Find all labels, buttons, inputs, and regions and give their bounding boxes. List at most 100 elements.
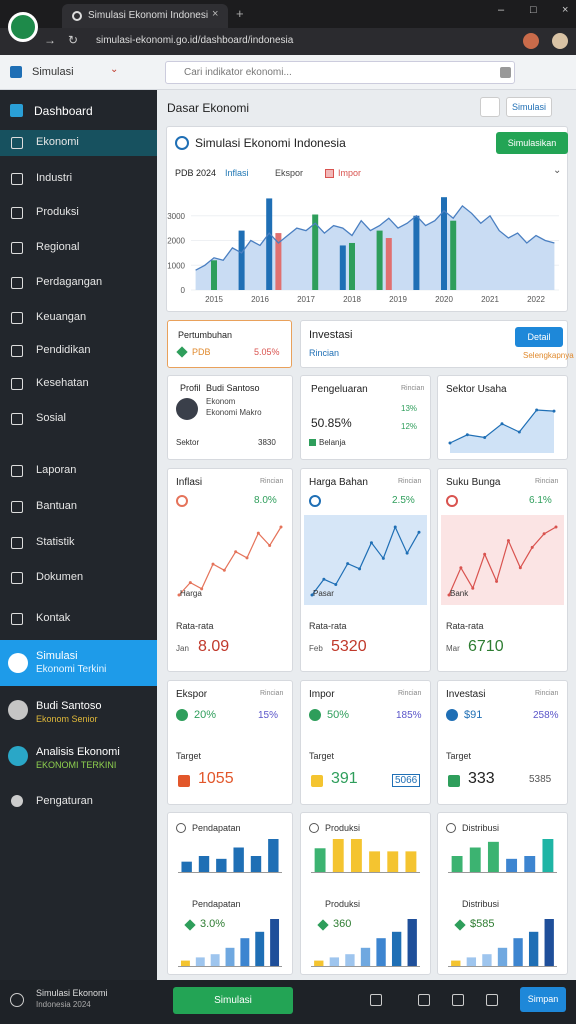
nav-item[interactable]: Pendidikan <box>36 344 91 356</box>
point <box>518 566 522 570</box>
bar <box>413 215 420 290</box>
point <box>417 530 421 534</box>
profile-avatar[interactable] <box>523 33 539 49</box>
point <box>177 593 181 597</box>
chart-expand[interactable]: ⌄ <box>553 165 562 176</box>
bar <box>332 839 344 873</box>
nav-item[interactable]: Kesehatan <box>36 377 89 389</box>
nav-icon <box>11 312 23 324</box>
investment-button[interactable]: Detail <box>515 327 563 347</box>
bar <box>180 960 190 967</box>
active-item <box>0 130 157 156</box>
x-tick-label: 2018 <box>343 295 361 304</box>
nav-item[interactable]: Dokumen <box>36 571 84 583</box>
indicator-tag: Rincian <box>535 478 559 485</box>
nav-button[interactable]: → <box>44 33 56 47</box>
brand[interactable]: Simulasi <box>32 66 74 78</box>
nav-button[interactable]: ↻ <box>68 33 79 47</box>
new-tab[interactable]: + <box>236 6 244 21</box>
tab[interactable]: Simulasi Ekonomi Indonesia × <box>62 4 228 28</box>
legend-swatch <box>309 439 316 446</box>
point <box>222 568 226 572</box>
tool-button[interactable] <box>418 994 430 1006</box>
search-box[interactable]: Cari indikator ekonomi... <box>165 61 515 84</box>
stat-big-value: 391 <box>331 770 358 787</box>
highlight-subtitle: Ekonomi Terkini <box>36 664 107 675</box>
x-tick-label: 2020 <box>435 295 453 304</box>
nav-item[interactable]: Sosial <box>36 412 66 424</box>
chart-label: Bank <box>450 589 469 598</box>
nav-icon <box>11 207 23 219</box>
bar <box>482 954 492 967</box>
indicator-foot-title: Rata-rata <box>446 621 484 631</box>
bar <box>350 839 362 873</box>
nav-item[interactable]: Industri <box>36 172 73 184</box>
brand-select[interactable]: ⌄ <box>110 64 119 75</box>
point <box>459 566 463 570</box>
line <box>178 526 282 596</box>
y-tick-label: 2000 <box>167 237 185 246</box>
start-button[interactable]: Simulasi <box>173 987 293 1014</box>
investment-link[interactable]: Selengkapnya <box>523 351 574 360</box>
nav-item[interactable]: Statistik <box>36 536 75 548</box>
bar <box>314 848 326 873</box>
legend-item: PDB 2024 <box>175 168 217 178</box>
tab-close[interactable]: × <box>212 8 219 20</box>
nav-item[interactable]: Kontak <box>36 612 71 624</box>
nav-item[interactable]: Regional <box>36 241 80 253</box>
bar <box>345 954 355 967</box>
profile-label: Profil <box>180 383 201 393</box>
y-tick-label: 0 <box>181 286 186 295</box>
app-logo <box>8 12 38 42</box>
y-tick-label: 3000 <box>167 212 185 221</box>
stat-foot-icon <box>311 775 323 787</box>
bottom-title: Simulasi Ekonomi <box>36 988 108 998</box>
nav-item[interactable]: Produksi <box>36 206 79 218</box>
save-button[interactable]: Simpan <box>520 987 566 1012</box>
bar-card-stat: 360 <box>333 918 352 930</box>
point <box>346 562 350 566</box>
tool-button[interactable] <box>452 994 464 1006</box>
nav-item[interactable]: Keuangan <box>36 311 87 323</box>
nav-item[interactable]: Perdagangan <box>36 276 103 288</box>
page-title: Dasar Ekonomi <box>167 101 250 115</box>
bar <box>544 919 554 967</box>
header-button[interactable]: Simulasi <box>506 97 552 117</box>
chart <box>311 919 420 967</box>
nav-item[interactable]: Ekonomi <box>36 136 79 148</box>
window-control[interactable]: □ <box>530 4 537 16</box>
bar <box>238 230 245 290</box>
url[interactable]: simulasi-ekonomi.go.id/dashboard/indones… <box>96 35 294 46</box>
indicator-stat: 2.5% <box>392 495 415 506</box>
bar <box>275 233 282 290</box>
chart-button[interactable]: Simulasikan <box>496 132 568 154</box>
bar-card-stat: $585 <box>470 918 495 930</box>
window-control[interactable]: – <box>498 4 505 16</box>
x-tick-label: 2019 <box>389 295 407 304</box>
bar <box>216 858 227 873</box>
tool-button[interactable] <box>370 994 382 1006</box>
stat-card: Impor Rincian 50% 185% Target 391 5066 <box>300 680 431 805</box>
nav-icon <box>11 413 23 425</box>
stat-foot-icon <box>448 775 460 787</box>
investment-card: Investasi Rincian Detail Selengkapnya <box>300 320 574 368</box>
tool-button[interactable] <box>486 994 498 1006</box>
indicator-value: 8.09 <box>198 638 230 655</box>
profile-foot-right: 3830 <box>258 438 276 447</box>
bar <box>198 856 210 873</box>
footer-item[interactable]: Pengaturan <box>36 795 93 807</box>
stat-tag: Rincian <box>535 690 559 697</box>
window-control[interactable]: × <box>562 4 569 16</box>
stat-foot-icon <box>178 775 190 787</box>
icon-button[interactable] <box>480 97 500 117</box>
point <box>393 525 397 529</box>
nav-item[interactable]: Bantuan <box>36 500 77 512</box>
bar-card-icon <box>176 823 186 833</box>
chart-card: Simulasi Ekonomi Indonesia Simulasikan PDB… <box>166 126 568 312</box>
menu[interactable] <box>552 33 568 49</box>
nav-item[interactable]: Laporan <box>36 464 77 476</box>
indicator-card: Inflasi Rincian 8.0% Harga Rata-rata Jan 8.09 <box>167 468 293 672</box>
tab-icon <box>72 11 82 21</box>
stat-title: Investasi <box>446 689 486 700</box>
point <box>234 550 238 554</box>
